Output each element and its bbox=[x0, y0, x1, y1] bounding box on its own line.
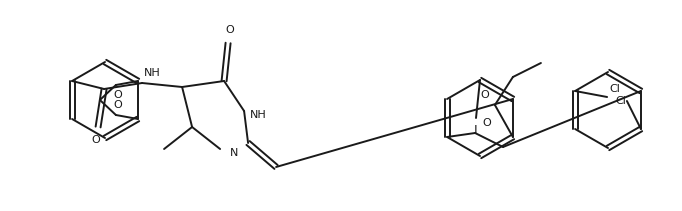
Text: O: O bbox=[481, 90, 489, 100]
Text: N: N bbox=[230, 148, 238, 158]
Text: I: I bbox=[474, 123, 478, 137]
Text: Cl: Cl bbox=[616, 96, 627, 106]
Text: NH: NH bbox=[144, 68, 160, 78]
Text: O: O bbox=[91, 135, 100, 145]
Text: O: O bbox=[113, 100, 122, 110]
Text: Cl: Cl bbox=[610, 84, 621, 94]
Text: O: O bbox=[226, 25, 235, 35]
Text: NH: NH bbox=[250, 110, 267, 120]
Text: O: O bbox=[113, 90, 122, 100]
Text: O: O bbox=[483, 118, 492, 128]
